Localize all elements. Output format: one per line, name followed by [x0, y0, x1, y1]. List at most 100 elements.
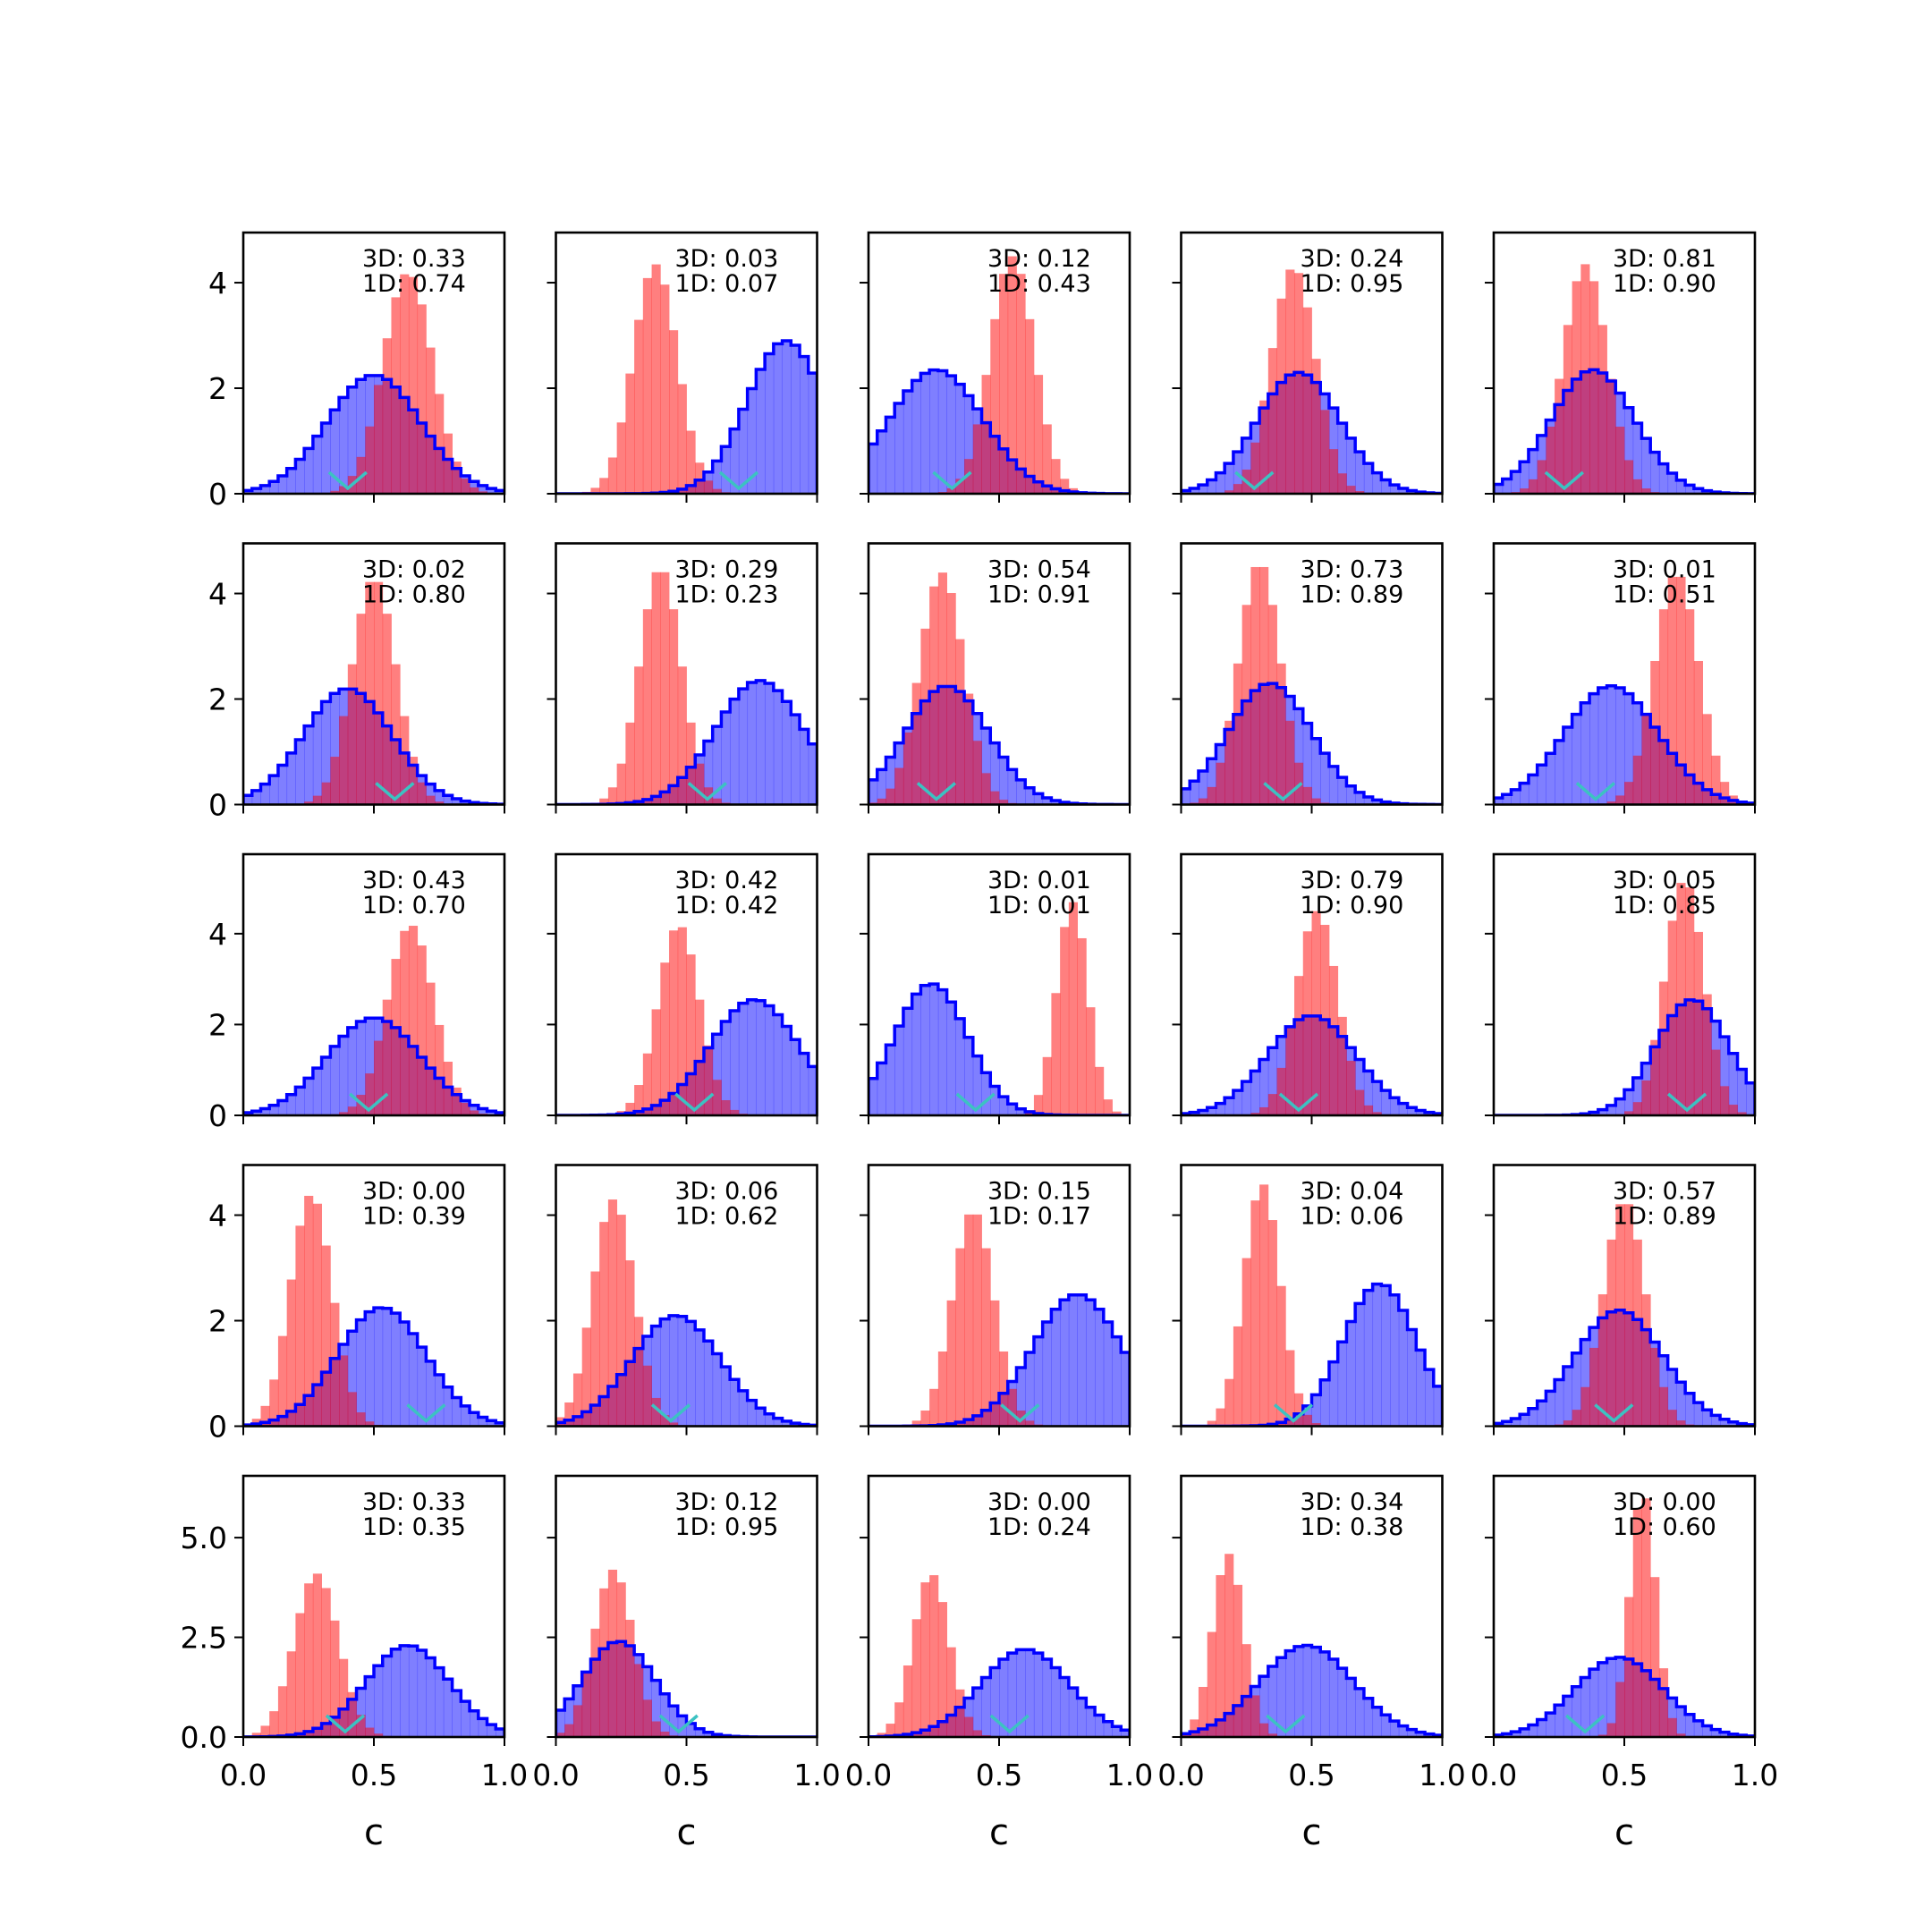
blue-bar: [1511, 789, 1521, 805]
red-bar: [426, 347, 436, 494]
red-bar: [607, 1569, 618, 1737]
y-tick-label: 2: [208, 1007, 227, 1042]
blue-step-outline: [243, 687, 504, 805]
blue-bar: [686, 1321, 696, 1427]
red-bar: [555, 1733, 565, 1737]
red-bar: [607, 457, 618, 494]
blue-bar: [1372, 472, 1382, 494]
marker-v: [375, 782, 415, 801]
annotation-1d: 1D: 0.01: [987, 892, 1091, 919]
blue-bar: [1676, 1707, 1686, 1737]
blue-bar: [911, 994, 921, 1115]
red-bar: [946, 1300, 956, 1427]
blue-bar: [1632, 1077, 1642, 1115]
x-tick-label: 0.5: [1288, 1758, 1335, 1792]
blue-bar: [1294, 708, 1304, 805]
x-tick-label: 1.0: [1106, 1758, 1153, 1792]
red-bar: [642, 277, 652, 494]
blue-bar: [929, 984, 939, 1115]
red-bar: [1546, 427, 1555, 494]
red-bar: [1250, 1200, 1260, 1427]
blue-bar: [1025, 1352, 1035, 1427]
blue-bar: [877, 1063, 886, 1115]
blue-bar: [756, 1408, 766, 1427]
blue-bar: [1720, 1419, 1730, 1427]
blue-bar: [1381, 1715, 1391, 1737]
blue-bar: [400, 1321, 410, 1427]
blue-bar: [1016, 1649, 1026, 1737]
blue-bar: [937, 989, 947, 1115]
red-bar: [955, 639, 965, 805]
blue-bar: [1355, 452, 1365, 494]
red-bar: [1276, 663, 1286, 805]
red-bar: [1216, 1575, 1225, 1737]
red-bar: [634, 319, 644, 494]
blue-bar: [1606, 685, 1616, 805]
blue-bar: [765, 1413, 775, 1427]
blue-bar: [677, 1316, 687, 1427]
red-bar: [1606, 1723, 1616, 1737]
x-axis-label: c: [1614, 1812, 1634, 1853]
red-bar: [435, 801, 445, 805]
red-bar: [695, 763, 705, 805]
red-bar: [651, 572, 661, 805]
red-bar: [1606, 801, 1616, 805]
red-bar: [1060, 479, 1070, 494]
annotation-1d: 1D: 0.74: [362, 270, 466, 298]
blue-bar: [756, 680, 766, 805]
red-bar: [365, 1727, 375, 1737]
blue-bar: [1589, 693, 1599, 805]
red-bar: [1693, 931, 1703, 1115]
blue-bar: [1112, 1726, 1122, 1737]
red-bar: [365, 1421, 375, 1427]
blue-bar: [730, 699, 740, 805]
red-bar: [1676, 576, 1686, 805]
red-bar: [1276, 1067, 1286, 1115]
blue-bar: [1086, 1300, 1096, 1427]
red-bar: [564, 1724, 574, 1737]
red-bar: [356, 1715, 366, 1737]
blue-bar: [1398, 488, 1408, 494]
marker-v: [325, 1714, 366, 1734]
red-bar: [1346, 486, 1356, 494]
red-bar: [1597, 325, 1607, 494]
blue-bar: [1580, 1339, 1590, 1427]
red-bar: [1572, 281, 1581, 494]
blue-bar: [929, 369, 939, 494]
blue-bar: [1033, 793, 1044, 805]
blue-bar: [426, 1360, 436, 1427]
x-tick-label: 0.5: [663, 1758, 709, 1792]
red-bar: [1060, 927, 1070, 1115]
blue-bar: [730, 1011, 740, 1115]
plot-area: [555, 264, 818, 494]
blue-bar: [1033, 1336, 1044, 1427]
red-bar: [1224, 1378, 1234, 1427]
blue-bar: [1355, 1303, 1365, 1427]
blue-bar: [443, 1679, 453, 1737]
blue-bar: [1520, 783, 1530, 805]
blue-bar: [356, 1021, 366, 1115]
plot-area: [1181, 1184, 1443, 1427]
blue-bar: [1416, 1110, 1426, 1115]
red-bar: [572, 1705, 583, 1737]
red-bar: [1650, 660, 1660, 805]
blue-bar: [1016, 1108, 1026, 1115]
red-bar: [1285, 1350, 1295, 1427]
red-bar: [330, 490, 340, 494]
red-bar: [417, 304, 427, 494]
red-bar: [1563, 1420, 1572, 1427]
red-bar: [972, 1730, 982, 1737]
blue-bar: [1685, 485, 1695, 494]
red-bar: [1355, 491, 1365, 494]
red-bar: [972, 741, 982, 805]
blue-bar: [487, 488, 496, 494]
annotation-1d: 1D: 0.95: [1301, 270, 1404, 298]
red-bar: [1555, 378, 1564, 494]
red-bar: [911, 1420, 921, 1427]
blue-bar: [972, 1688, 982, 1737]
blue-step-outline: [1181, 1643, 1443, 1737]
annotation-1d: 1D: 0.90: [1301, 892, 1404, 919]
